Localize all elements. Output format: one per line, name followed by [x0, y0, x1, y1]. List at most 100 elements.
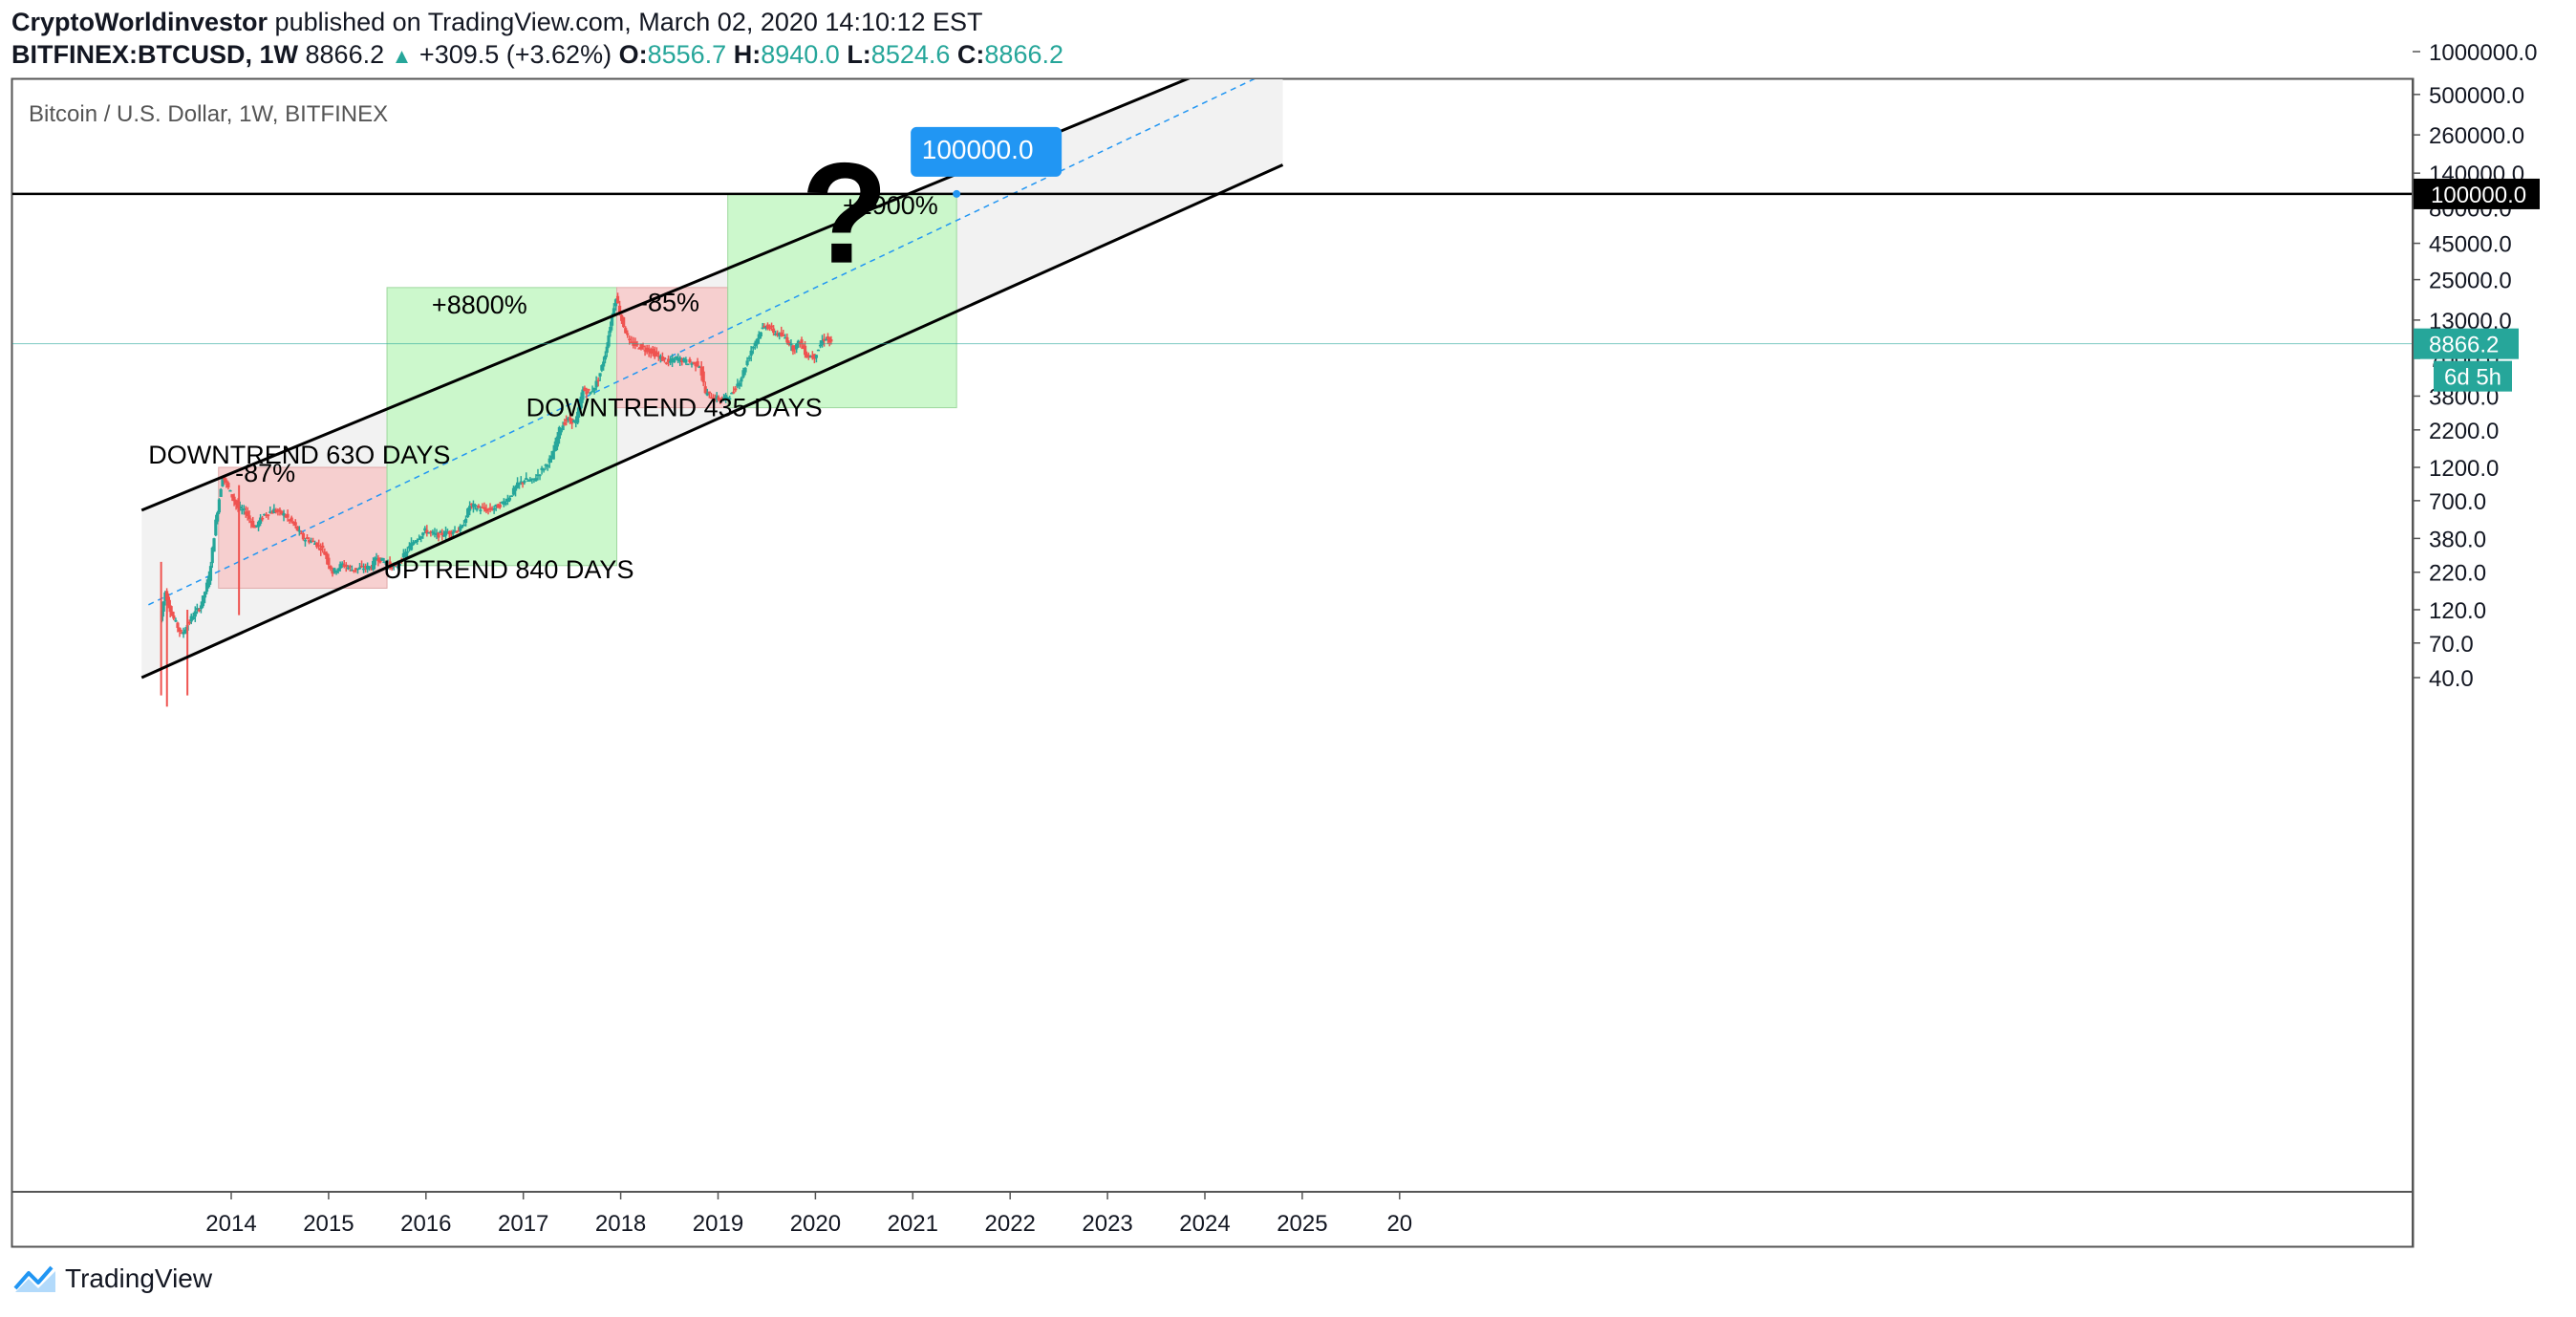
change-value: +309.5 (+3.62%)	[419, 40, 612, 69]
price-badge[interactable]	[2414, 328, 2519, 359]
countdown-badge	[2434, 360, 2512, 392]
open-value: 8556.7	[647, 40, 727, 69]
candle-body	[526, 480, 530, 483]
candle-body	[486, 508, 490, 510]
candle-body	[592, 387, 596, 391]
candle-body	[321, 545, 325, 549]
annotation-text[interactable]: +8800%	[432, 291, 527, 319]
candle-body	[511, 487, 516, 495]
uptrend-box-2[interactable]	[386, 287, 618, 567]
candle-body	[639, 344, 643, 350]
hline-badge[interactable]	[2414, 178, 2540, 209]
candle-body	[219, 488, 223, 497]
candle-body	[540, 467, 544, 470]
candle-body	[705, 392, 709, 396]
candle-body	[736, 383, 740, 387]
candle-body	[660, 356, 665, 361]
candle-body	[603, 356, 608, 360]
candle-body	[423, 528, 427, 531]
candle-body	[236, 503, 240, 508]
candle-body	[459, 526, 462, 531]
candle-body	[361, 568, 366, 571]
tradingview-logo[interactable]: TradingView	[13, 1263, 212, 1294]
candle-body	[336, 568, 340, 572]
candle-body	[671, 357, 675, 362]
high-value: 8940.0	[761, 40, 840, 69]
candle-body	[394, 564, 397, 567]
candle-body	[523, 480, 526, 484]
candle-body	[764, 327, 768, 329]
candle-body	[576, 411, 580, 423]
candle-body	[826, 335, 830, 339]
candle-body	[217, 499, 221, 513]
annotation-text[interactable]: UPTREND 840 DAYS	[383, 555, 633, 584]
candle-body	[810, 355, 814, 358]
candle-body	[620, 314, 624, 321]
candle-body	[494, 504, 498, 507]
upper-channel-line[interactable]	[140, 52, 1254, 512]
candle-body	[263, 513, 267, 516]
candle-body	[317, 545, 321, 547]
candle-body	[488, 507, 492, 510]
candle-body	[357, 567, 362, 570]
candle-body	[370, 568, 374, 570]
candle-body	[265, 514, 268, 516]
candle-body	[569, 417, 572, 421]
annotation-text[interactable]: DOWNTREND 435 DAYS	[526, 393, 823, 421]
low-value: 8524.6	[870, 40, 951, 69]
tradingview-icon	[13, 1265, 55, 1292]
uptrend-box-4[interactable]	[727, 193, 957, 409]
candle-body	[630, 341, 633, 343]
callout-box[interactable]	[897, 126, 1063, 194]
candle-body	[191, 616, 195, 619]
candle-body	[653, 351, 656, 357]
candle-body	[449, 530, 453, 535]
candle-body	[355, 568, 360, 571]
candle-body	[252, 526, 257, 529]
candle-body	[724, 395, 728, 399]
candle-body	[734, 388, 738, 391]
candle-body	[643, 350, 647, 352]
candle-body	[405, 551, 410, 553]
callout-label: 100000.0	[922, 135, 1034, 164]
candle-body	[386, 563, 390, 566]
candle-body	[690, 363, 694, 365]
candle-body	[274, 509, 278, 513]
candle-body	[762, 325, 766, 328]
candle-body	[829, 339, 833, 342]
candle-body	[315, 542, 319, 548]
candle-body	[359, 565, 364, 568]
candle-body	[590, 391, 594, 393]
candle-body	[745, 360, 749, 366]
candle-body	[589, 392, 592, 395]
annotation-text[interactable]: DOWNTREND 63O DAYS	[148, 441, 450, 469]
high-label: H:	[733, 40, 762, 69]
candle-body	[675, 356, 678, 358]
candle-body	[471, 504, 476, 507]
candle-body	[427, 532, 431, 534]
close-value: 8866.2	[984, 40, 1063, 69]
author-name[interactable]: CryptoWorldinvestor	[11, 8, 268, 36]
candle-body	[530, 478, 534, 481]
candle-body	[579, 396, 583, 409]
candle-body	[350, 570, 354, 572]
annotation-text[interactable]: +2900%	[843, 191, 938, 220]
annotation-text[interactable]: -87%	[235, 459, 295, 487]
question-mark[interactable]: ?	[801, 133, 889, 293]
candle-body	[684, 358, 688, 363]
candle-body	[297, 529, 301, 532]
candle-body	[225, 480, 228, 484]
candle-body	[416, 540, 419, 543]
publish-line: CryptoWorldinvestor published on Trading…	[11, 8, 983, 37]
candle-body	[587, 389, 590, 391]
countdown-label: 6d 5h	[2444, 365, 2501, 391]
lower-channel-line[interactable]	[140, 163, 1284, 680]
candle-body	[504, 503, 507, 505]
candle-body	[532, 478, 536, 481]
candle-body	[319, 548, 323, 551]
candle-body	[293, 522, 297, 526]
candle-body	[546, 464, 549, 467]
annotation-text[interactable]: -85%	[639, 289, 699, 317]
candle-body	[805, 354, 808, 357]
